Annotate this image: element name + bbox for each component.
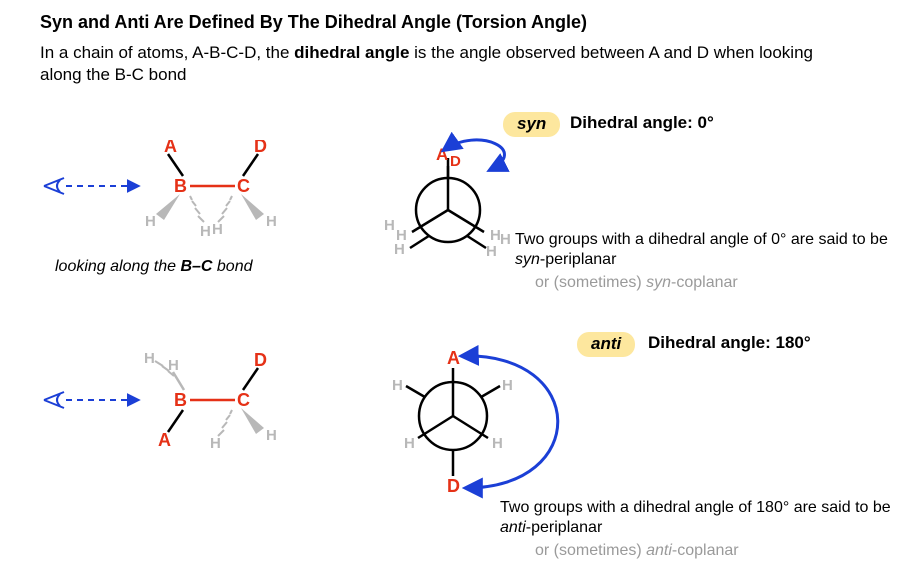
- syn-dihedral-label: Dihedral angle: 0°: [570, 113, 714, 133]
- svg-text:H: H: [210, 435, 221, 452]
- subtitle: In a chain of atoms, A-B-C-D, the dihedr…: [40, 42, 820, 86]
- caption-looking-along: looking along the B–C bond: [55, 258, 253, 276]
- svg-text:H: H: [392, 377, 403, 394]
- svg-text:A: A: [447, 348, 460, 368]
- wedge-syn-figure: A D B C H H H H: [40, 140, 320, 260]
- svg-text:H: H: [492, 435, 503, 452]
- atom-C: C: [237, 176, 250, 196]
- anti-desc-alt: or (sometimes) anti-coplanar: [535, 541, 895, 561]
- svg-text:H: H: [144, 350, 155, 367]
- atom-B: B: [174, 176, 187, 196]
- svg-text:H: H: [500, 231, 511, 248]
- svg-text:H: H: [266, 213, 277, 230]
- syn-pill: syn: [503, 112, 560, 137]
- svg-text:D: D: [450, 153, 461, 170]
- anti-dihedral-label: Dihedral angle: 180°: [648, 333, 811, 353]
- svg-text:H: H: [200, 223, 211, 240]
- svg-text:H: H: [168, 357, 179, 374]
- svg-text:H: H: [486, 243, 497, 260]
- svg-text:H: H: [384, 217, 395, 234]
- svg-text:H: H: [212, 221, 223, 238]
- svg-text:A: A: [158, 430, 171, 450]
- atom-D: D: [254, 140, 267, 156]
- anti-pill: anti: [577, 332, 635, 357]
- svg-text:B: B: [174, 390, 187, 410]
- wedge-anti-figure: D A B C H H H H: [40, 330, 320, 480]
- svg-text:H: H: [145, 213, 156, 230]
- syn-desc: Two groups with a dihedral angle of 0° a…: [515, 230, 895, 270]
- svg-text:D: D: [447, 476, 460, 496]
- svg-text:H: H: [404, 435, 415, 452]
- svg-text:C: C: [237, 390, 250, 410]
- atom-A: A: [164, 140, 177, 156]
- svg-text:H: H: [394, 241, 405, 258]
- syn-desc-alt: or (sometimes) syn-coplanar: [535, 273, 895, 293]
- svg-text:D: D: [254, 350, 267, 370]
- page-title: Syn and Anti Are Defined By The Dihedral…: [40, 12, 587, 33]
- anti-desc: Two groups with a dihedral angle of 180°…: [500, 498, 900, 538]
- svg-text:H: H: [502, 377, 513, 394]
- svg-text:H: H: [266, 427, 277, 444]
